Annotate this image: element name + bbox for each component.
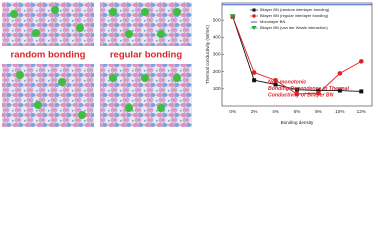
x-tick-label: 12% — [357, 109, 366, 114]
lattice-images — [2, 2, 192, 127]
bond-atoms — [10, 6, 181, 119]
x-tick-label: 2% — [251, 109, 258, 114]
data-point — [316, 90, 321, 96]
data-point — [337, 71, 343, 76]
annotation: Bonding Dependence in Thermal — [268, 86, 350, 92]
legend-swatch — [251, 26, 257, 30]
x-axis-label: Bonding density — [281, 120, 314, 125]
data-point — [358, 59, 364, 64]
y-tick-label: 100 — [213, 86, 221, 91]
label: random bonding — [11, 50, 86, 61]
x-tick-label: 10% — [335, 109, 344, 114]
legend-label: Bilayer BN (regular interlayer bonding) — [260, 13, 329, 18]
data-point — [359, 89, 364, 94]
x-tick-label: 8% — [315, 109, 322, 114]
data-point — [251, 70, 257, 75]
figure: random bonding regular bonding 100 200 300… — [2, 2, 373, 127]
data-point — [273, 77, 278, 83]
legend-swatch — [252, 14, 256, 18]
lattice-image — [100, 64, 192, 127]
data-point — [295, 87, 299, 92]
data-point — [229, 14, 236, 20]
data-point — [252, 78, 257, 83]
y-tick-label: 500 — [213, 17, 221, 22]
y-axis-label: Thermal conductivity (W/mK) — [205, 25, 210, 84]
y-tick-label: 300 — [213, 52, 221, 57]
legend-swatch — [252, 8, 256, 12]
data-point — [316, 88, 321, 93]
legend-label: Monolayer BN — [260, 19, 285, 24]
y-tick-label: 400 — [213, 35, 221, 40]
label: regular bonding — [110, 50, 183, 61]
data-point — [337, 88, 342, 93]
data-point — [273, 82, 278, 87]
x-tick-label: 0% — [229, 109, 236, 114]
legend-label: Bilayer BN (van der Waals interaction) — [260, 25, 328, 30]
x-tick-label: 6% — [294, 109, 301, 114]
annotation: Non-monotonic — [268, 79, 306, 85]
y-tick-label: 200 — [213, 69, 221, 74]
annotation: Conductivity of Bilayer BN — [268, 92, 334, 98]
data-point — [294, 91, 300, 97]
lattice-image — [2, 2, 94, 46]
chart: 100 200 300 400 500 0% 2% 4% 6% 8% 10% 12% Bonding d… — [205, 2, 373, 125]
legend-label: Bilayer BN (random interlayer bonding) — [260, 7, 330, 12]
x-tick-label: 4% — [272, 109, 279, 114]
